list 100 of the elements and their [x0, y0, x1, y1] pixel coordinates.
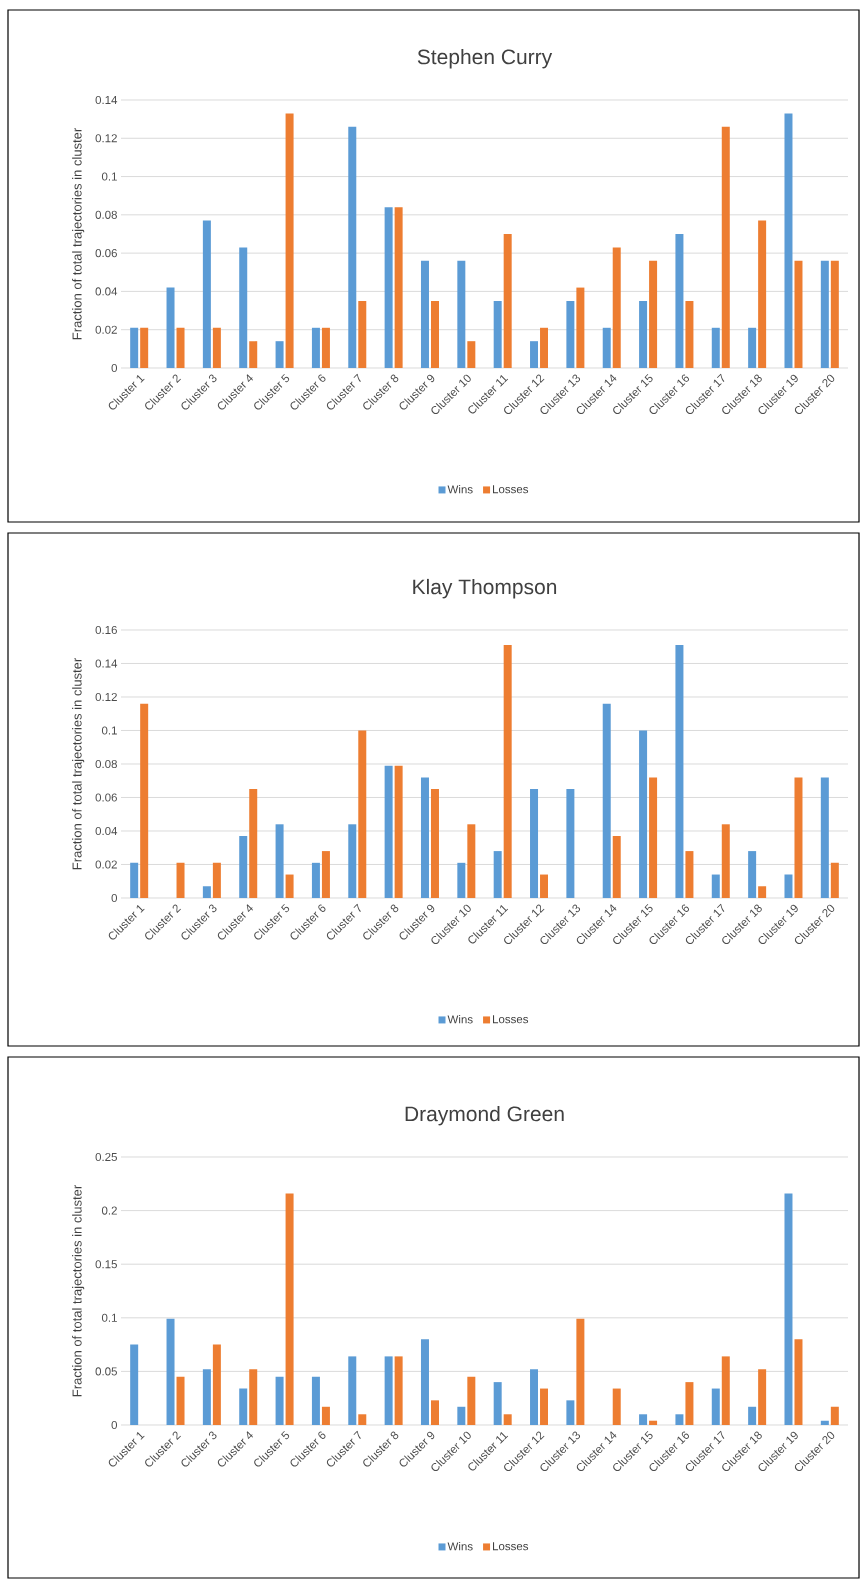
- bar: [212, 1344, 221, 1425]
- bar: [602, 703, 611, 898]
- legend-label: Losses: [493, 1542, 529, 1551]
- bar: [530, 341, 539, 368]
- bar: [830, 862, 839, 898]
- bar: [384, 207, 393, 368]
- bar: [649, 1420, 658, 1425]
- bar: [311, 862, 320, 898]
- bar: [711, 874, 720, 898]
- bar: [348, 1356, 357, 1425]
- chart-title: Klay Thompson: [413, 578, 557, 599]
- bar: [358, 730, 367, 898]
- bar: [202, 1369, 211, 1425]
- bar: [649, 777, 658, 898]
- bar: [721, 824, 730, 898]
- bar: [321, 851, 330, 898]
- bar: [540, 874, 549, 898]
- y-tick-label: 0.12: [95, 134, 117, 143]
- y-tick-label: 0: [111, 893, 118, 903]
- bar: [748, 327, 757, 368]
- bar: [239, 1388, 248, 1425]
- bar: [358, 300, 367, 368]
- bar: [675, 233, 684, 368]
- bar: [130, 327, 139, 368]
- bar: [685, 851, 694, 898]
- bar: [784, 113, 793, 368]
- y-tick-label: 0.02: [95, 325, 117, 334]
- bar: [275, 341, 284, 368]
- bar: [794, 777, 803, 898]
- bar: [748, 851, 757, 898]
- bar: [176, 1376, 185, 1425]
- y-tick-label: 0.2: [101, 1206, 117, 1215]
- bar: [430, 789, 439, 898]
- bar: [348, 126, 357, 368]
- bar: [430, 300, 439, 368]
- y-axis-title: Fraction of total trajectories in cluster: [72, 128, 85, 340]
- bar: [457, 862, 466, 898]
- bar: [503, 1414, 512, 1425]
- y-tick-label: 0: [111, 363, 118, 373]
- bar: [239, 836, 248, 898]
- bar: [166, 1318, 175, 1425]
- bar: [493, 851, 502, 898]
- bar: [820, 260, 829, 368]
- bar: [685, 300, 694, 368]
- bar: [394, 765, 403, 898]
- bar: [130, 862, 139, 898]
- bar: [321, 1406, 330, 1425]
- chart-title: Draymond Green: [405, 1105, 564, 1126]
- bar: [285, 1193, 294, 1425]
- y-tick-label: 0.1: [101, 172, 117, 181]
- bar: [384, 765, 393, 898]
- bar: [275, 1376, 284, 1425]
- bar: [503, 233, 512, 368]
- bar: [202, 220, 211, 368]
- y-tick-label: 0.16: [95, 625, 117, 635]
- bar: [311, 1376, 320, 1425]
- y-axis-title: Fraction of total trajectories in cluster: [72, 658, 85, 870]
- legend-label: Losses: [493, 1015, 529, 1024]
- bar: [540, 1388, 549, 1425]
- bar: [311, 327, 320, 368]
- bar: [430, 1400, 439, 1425]
- legend-label: Wins: [447, 485, 473, 494]
- bar: [176, 327, 185, 368]
- bar: [176, 862, 185, 898]
- legend-label: Wins: [447, 1542, 473, 1551]
- y-axis-title: Fraction of total trajectories in cluster: [72, 1185, 85, 1397]
- legend-label: Wins: [447, 1015, 473, 1024]
- bar: [758, 886, 767, 898]
- bar: [420, 777, 429, 898]
- bar: [758, 1369, 767, 1425]
- bar: [358, 1414, 367, 1425]
- y-tick-label: 0.04: [95, 826, 118, 836]
- y-tick-label: 0.25: [95, 1152, 117, 1162]
- y-tick-label: 0.14: [95, 95, 118, 105]
- bar: [420, 1339, 429, 1425]
- bar: [140, 703, 149, 898]
- bar: [639, 300, 648, 368]
- bar: [639, 1414, 648, 1425]
- y-tick-label: 0.14: [95, 659, 118, 668]
- bar: [285, 113, 294, 368]
- bar: [566, 1400, 575, 1425]
- bar: [576, 1318, 585, 1425]
- bar: [394, 1356, 403, 1425]
- bar: [457, 260, 466, 368]
- bar: [830, 1406, 839, 1425]
- bar: [321, 327, 330, 368]
- y-tick-label: 0: [111, 1420, 118, 1430]
- bar: [794, 260, 803, 368]
- bar: [202, 886, 211, 898]
- bar: [830, 260, 839, 368]
- bar: [493, 1382, 502, 1425]
- bar: [166, 287, 175, 368]
- bar: [576, 287, 585, 368]
- bar: [675, 645, 684, 898]
- bar: [711, 327, 720, 368]
- bar: [612, 247, 621, 368]
- bar: [420, 260, 429, 368]
- y-tick-label: 0.05: [95, 1367, 117, 1376]
- bar: [748, 1406, 757, 1425]
- bar: [784, 874, 793, 898]
